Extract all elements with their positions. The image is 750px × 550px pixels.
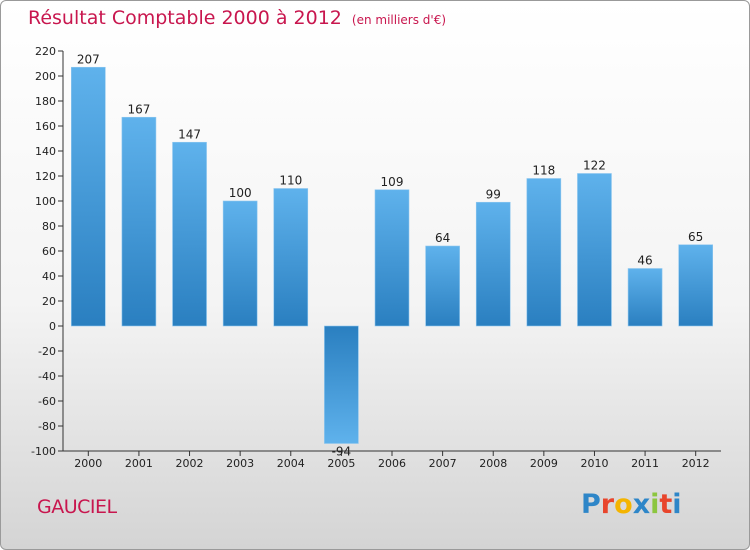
y-tick-label: -20: [38, 345, 56, 358]
chart-unit: (en milliers d'€): [351, 13, 447, 27]
bar-2007: [425, 245, 460, 327]
y-tick-label: 140: [35, 145, 56, 158]
y-tick-label: 180: [35, 95, 56, 108]
logo-letter: i: [650, 489, 660, 520]
bar-2012: [678, 244, 713, 327]
value-label-2000: 207: [77, 52, 100, 66]
value-label-2006: 109: [381, 175, 404, 189]
x-tick-label: 2009: [530, 457, 558, 470]
value-label-2011: 46: [637, 254, 652, 268]
y-tick-label: 160: [35, 120, 56, 133]
y-tick-label: 100: [35, 195, 56, 208]
logo-letter: x: [632, 489, 651, 520]
value-label-2004: 110: [279, 174, 302, 188]
y-tick-label: 40: [42, 270, 56, 283]
x-tick-label: 2010: [580, 457, 608, 470]
chart-axes: 220200180160140120100806040200-20-40-60-…: [31, 45, 721, 470]
chart-title-text: Résultat Comptable 2000 à 2012: [28, 7, 342, 29]
x-tick-label: 2006: [378, 457, 406, 470]
x-tick-label: 2008: [479, 457, 507, 470]
y-tick-label: 80: [42, 220, 56, 233]
y-tick-label: -80: [38, 420, 56, 433]
bar-2006: [374, 189, 410, 327]
logo-letter: P: [581, 489, 601, 520]
value-label-2012: 65: [688, 230, 703, 244]
x-tick-label: 2001: [125, 457, 153, 470]
value-label-2010: 122: [583, 159, 606, 173]
logo-letter: o: [614, 489, 633, 520]
chart-bars: [71, 66, 713, 444]
bar-2011: [627, 268, 663, 327]
value-label-2002: 147: [178, 127, 201, 141]
value-label-2009: 118: [532, 164, 555, 178]
x-tick-label: 2002: [176, 457, 204, 470]
y-tick-label: -40: [38, 370, 56, 383]
y-tick-label: 0: [49, 320, 56, 333]
town-name: GAUCIEL: [37, 496, 117, 518]
y-tick-label: -60: [38, 395, 56, 408]
logo-letter: i: [672, 489, 682, 520]
value-label-2003: 100: [229, 186, 252, 200]
x-tick-label: 2000: [74, 457, 102, 470]
bar-2003: [222, 200, 258, 327]
bar-2008: [475, 201, 511, 327]
x-tick-label: 2005: [327, 457, 355, 470]
value-label-2008: 99: [486, 187, 501, 201]
bar-2009: [526, 178, 562, 327]
value-label-2007: 64: [435, 231, 450, 245]
logo-letter: r: [600, 489, 615, 520]
bar-2005: [324, 325, 359, 444]
bar-2002: [172, 141, 207, 327]
x-tick-label: 2003: [226, 457, 254, 470]
bar-2001: [121, 116, 157, 327]
chart-value-labels: 207 167 147 100 110 -94 109 64 99 118 122 46 65: [77, 52, 703, 458]
y-tick-label: 220: [35, 45, 56, 58]
x-tick-label: 2011: [631, 457, 659, 470]
logo-letter: t: [659, 489, 673, 520]
y-tick-label: 20: [42, 295, 56, 308]
value-label-2005: -94: [332, 445, 352, 459]
chart-title: Résultat Comptable 2000 à 2012 (en millie…: [28, 7, 446, 29]
y-tick-label: -100: [31, 445, 56, 458]
proxiti-logo: Proxiti: [581, 489, 682, 520]
x-tick-label: 2004: [277, 457, 305, 470]
y-tick-label: 120: [35, 170, 56, 183]
x-tick-label: 2012: [682, 457, 710, 470]
bar-2010: [577, 173, 612, 327]
y-tick-label: 60: [42, 245, 56, 258]
bar-2004: [273, 188, 309, 327]
y-tick-label: 200: [35, 70, 56, 83]
bar-2000: [71, 66, 106, 327]
x-tick-label: 2007: [429, 457, 457, 470]
value-label-2001: 167: [127, 102, 150, 116]
